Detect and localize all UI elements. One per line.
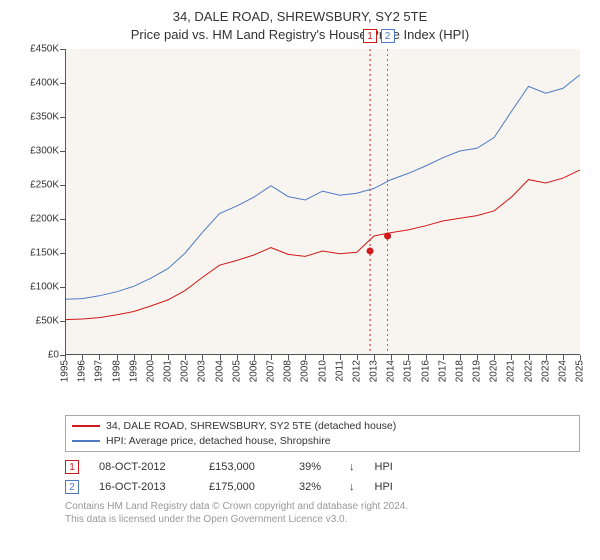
x-tick-label: 2018 — [454, 360, 465, 382]
x-tick-label: 2014 — [386, 360, 397, 382]
footer-line-2: This data is licensed under the Open Gov… — [65, 513, 580, 526]
chart-container: 34, DALE ROAD, SHREWSBURY, SY2 5TE Price… — [0, 0, 600, 560]
sale-cmp-label: HPI — [375, 481, 393, 493]
chart-address: 34, DALE ROAD, SHREWSBURY, SY2 5TE — [20, 8, 580, 26]
legend-swatch — [72, 440, 100, 442]
chart-svg — [65, 49, 580, 355]
y-tick-label: £300K — [30, 146, 59, 157]
x-tick-label: 2022 — [523, 360, 534, 382]
down-arrow-icon: ↓ — [349, 461, 355, 473]
legend-row: HPI: Average price, detached house, Shro… — [72, 434, 573, 449]
sale-price: £153,000 — [209, 461, 279, 473]
x-tick-label: 2004 — [214, 360, 225, 382]
y-tick-label: £50K — [36, 316, 59, 327]
y-tick-label: £150K — [30, 248, 59, 259]
legend: 34, DALE ROAD, SHREWSBURY, SY2 5TE (deta… — [20, 415, 580, 452]
x-tick-label: 2002 — [180, 360, 191, 382]
title-block: 34, DALE ROAD, SHREWSBURY, SY2 5TE Price… — [20, 8, 580, 43]
sale-row: 2 16-OCT-2013 £175,000 32% ↓ HPI — [65, 480, 580, 494]
x-tick-label: 2013 — [369, 360, 380, 382]
sale-pct: 32% — [299, 481, 329, 493]
sale-date: 08-OCT-2012 — [99, 461, 189, 473]
y-tick-label: £200K — [30, 214, 59, 225]
legend-label: HPI: Average price, detached house, Shro… — [106, 434, 331, 449]
x-tick-label: 2015 — [403, 360, 414, 382]
x-tick-label: 2025 — [575, 360, 586, 382]
y-tick-label: £100K — [30, 282, 59, 293]
x-tick-label: 2003 — [197, 360, 208, 382]
footer-attribution: Contains HM Land Registry data © Crown c… — [20, 500, 580, 526]
x-tick-label: 2010 — [317, 360, 328, 382]
x-tick-label: 2005 — [231, 360, 242, 382]
x-tick-label: 2021 — [506, 360, 517, 382]
x-tick-label: 2017 — [437, 360, 448, 382]
x-tick-label: 1996 — [77, 360, 88, 382]
footer-line-1: Contains HM Land Registry data © Crown c… — [65, 500, 580, 513]
x-tick-label: 1999 — [128, 360, 139, 382]
x-tick-label: 2008 — [283, 360, 294, 382]
x-tick-label: 2001 — [163, 360, 174, 382]
x-tick-label: 1995 — [60, 360, 71, 382]
x-tick-label: 2006 — [248, 360, 259, 382]
x-tick-label: 2024 — [557, 360, 568, 382]
sale-row-badge: 1 — [65, 460, 79, 474]
sale-cmp-label: HPI — [375, 461, 393, 473]
legend-row: 34, DALE ROAD, SHREWSBURY, SY2 5TE (deta… — [72, 419, 573, 434]
x-tick-label: 2023 — [540, 360, 551, 382]
sale-dot — [367, 248, 374, 255]
y-tick-label: £250K — [30, 180, 59, 191]
y-tick-label: £0 — [48, 350, 59, 361]
x-tick-label: 2016 — [420, 360, 431, 382]
sale-price: £175,000 — [209, 481, 279, 493]
sale-date: 16-OCT-2013 — [99, 481, 189, 493]
down-arrow-icon: ↓ — [349, 481, 355, 493]
x-tick-label: 2007 — [266, 360, 277, 382]
x-tick-label: 1998 — [111, 360, 122, 382]
plot-region: 12 — [65, 49, 580, 355]
y-tick-label: £450K — [30, 44, 59, 55]
x-tick-label: 2009 — [300, 360, 311, 382]
x-tick-label: 2011 — [334, 360, 345, 382]
series-line — [65, 75, 580, 299]
x-tick-label: 1997 — [94, 360, 105, 382]
x-axis: 1995199619971998199920002001200220032004… — [65, 355, 580, 409]
x-tick-label: 2020 — [489, 360, 500, 382]
chart-area: £0 £50K £100K £150K £200K £250K £300K £350K £400… — [20, 49, 580, 409]
y-tick-label: £400K — [30, 78, 59, 89]
y-axis-line — [65, 49, 66, 355]
sale-dot — [384, 233, 391, 240]
y-axis: £0£50K£100K£150K£200K£250K£300K£350K£400… — [20, 49, 65, 355]
sale-row-badge: 2 — [65, 480, 79, 494]
sale-table: 1 08-OCT-2012 £153,000 39% ↓ HPI 2 16-OCT-2013 £… — [20, 460, 580, 494]
sale-marker-badge: 1 — [363, 29, 377, 43]
x-tick-label: 2012 — [351, 360, 362, 382]
legend-box: 34, DALE ROAD, SHREWSBURY, SY2 5TE (deta… — [65, 415, 580, 452]
legend-label: 34, DALE ROAD, SHREWSBURY, SY2 5TE (deta… — [106, 419, 396, 434]
chart-subtitle: Price paid vs. HM Land Registry's House … — [20, 26, 580, 44]
sale-marker-badge: 2 — [381, 29, 395, 43]
series-line — [65, 170, 580, 320]
legend-swatch — [72, 425, 100, 427]
x-tick-label: 2000 — [145, 360, 156, 382]
y-tick-label: £350K — [30, 112, 59, 123]
x-tick-label: 2019 — [472, 360, 483, 382]
sale-row: 1 08-OCT-2012 £153,000 39% ↓ HPI — [65, 460, 580, 474]
sale-pct: 39% — [299, 461, 329, 473]
